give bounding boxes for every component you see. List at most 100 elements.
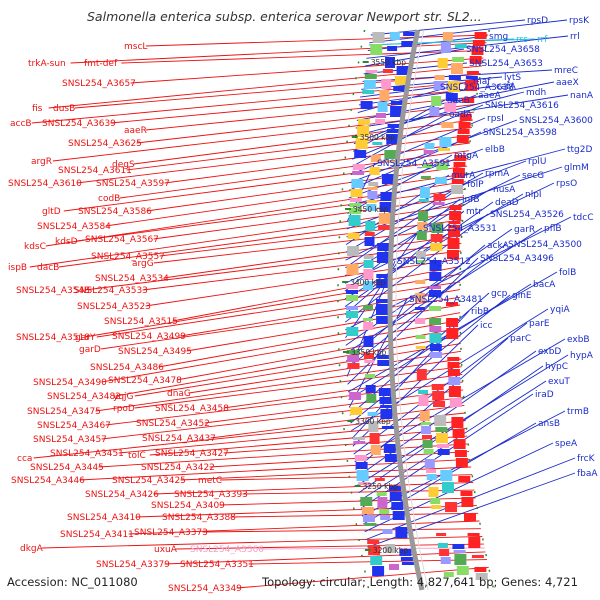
gene-label-right: ttg2D (567, 145, 592, 155)
feature-block (452, 544, 465, 549)
feature-block (391, 502, 404, 510)
feature-block (379, 509, 390, 514)
feature-block (346, 327, 359, 336)
feature-block (384, 454, 397, 462)
gene-label-left: rpoD (113, 404, 135, 414)
gene-label-left: SNSL254_A3625 (68, 139, 142, 149)
gene-label-right: glnE (512, 291, 532, 301)
gene-label-left: SNSL254_A3557 (91, 252, 165, 262)
feature-block (346, 311, 358, 318)
gene-label-right: SNSL254_A3531 (423, 224, 497, 234)
feature-block (370, 556, 383, 565)
feature-block (363, 269, 374, 280)
feature-block (453, 439, 466, 449)
feature-block (363, 260, 374, 268)
feature-block (453, 162, 466, 167)
feature-block (369, 433, 380, 444)
gene-label-left: dacB (37, 263, 59, 273)
gene-label-rna: rrs (516, 35, 528, 45)
feature-block (389, 492, 402, 501)
feature-block (365, 374, 375, 378)
feature-block (435, 427, 448, 432)
feature-block (403, 32, 416, 36)
feature-block (393, 86, 406, 91)
feature-block (415, 280, 426, 284)
gene-label-left: argR (31, 157, 52, 167)
gene-label-left: SNSL254_A3467 (37, 421, 111, 431)
feature-block (456, 566, 469, 575)
feature-block (437, 444, 450, 448)
leader-line-left (133, 119, 473, 165)
feature-block (376, 113, 386, 118)
gene-label-right: yqiA (550, 305, 571, 315)
leader-line-left (230, 512, 479, 518)
feature-block (377, 102, 388, 112)
feature-block (462, 98, 475, 103)
gene-label-left: uxuA (154, 545, 178, 555)
gene-label-right: SNSL254_A3496 (480, 254, 554, 264)
feature-block (367, 540, 380, 544)
feature-block (449, 211, 462, 220)
gene-label-left: SNSL254_A3425 (112, 476, 186, 486)
leader-line-left (119, 150, 469, 199)
feature-block (418, 211, 429, 221)
feature-block (366, 204, 377, 211)
leader-line-left (95, 358, 462, 412)
feature-block (459, 114, 472, 121)
feature-block (366, 394, 377, 403)
feature-block (370, 445, 381, 455)
feature-block (475, 573, 488, 580)
scale-label: 3400 kbp (350, 278, 386, 287)
feature-block (363, 322, 374, 330)
feature-block (418, 199, 429, 202)
gene-label-left: SNSL254_A3349 (168, 584, 242, 594)
gene-label-left: fis (32, 104, 43, 114)
feature-block (365, 221, 376, 231)
leader-line-left (84, 273, 461, 338)
feature-block (429, 306, 441, 311)
feature-block (364, 523, 377, 526)
gene-label-right: iraD (535, 390, 554, 400)
feature-block (376, 299, 388, 303)
gene-label-left: mscL (124, 42, 147, 52)
feature-block (448, 225, 461, 228)
gene-label-right: rpsD (527, 16, 548, 26)
feature-block (350, 407, 363, 415)
feature-block (370, 155, 381, 162)
gene-label-right: secG (522, 171, 544, 181)
feature-block (420, 422, 431, 425)
feature-block (346, 306, 358, 310)
gene-label-left: dusB (53, 104, 75, 114)
gene-label-left: SNSL254_A3409 (151, 501, 225, 511)
feature-block (422, 435, 432, 439)
gene-label-right: mtr (466, 207, 482, 217)
feature-block (429, 260, 442, 271)
feature-block (433, 194, 446, 201)
feature-block (376, 279, 389, 288)
feature-block (354, 455, 367, 461)
gene-label-left: SNSL254_A3482 (47, 392, 121, 402)
feature-block (346, 290, 358, 294)
feature-block (364, 232, 375, 236)
feature-block (461, 497, 474, 507)
gene-label-left: ispB (8, 263, 27, 273)
feature-block (364, 237, 375, 246)
gene-label-left: SNSL254_A3523 (77, 302, 151, 312)
leader-line-right (345, 228, 513, 346)
gene-label-left: codB (98, 194, 120, 204)
gene-label-right: fbaA (577, 469, 598, 479)
gene-label-right: rpsK (569, 16, 590, 26)
feature-block (432, 202, 445, 205)
feature-block (364, 353, 374, 359)
feature-block (454, 155, 467, 161)
gene-label-left: gltD (42, 207, 61, 217)
gene-label-left: aaeR (124, 126, 147, 136)
feature-block (433, 81, 444, 90)
feature-block (445, 502, 457, 512)
feature-block (428, 487, 439, 497)
feature-block (438, 148, 450, 151)
feature-block (451, 63, 463, 74)
feature-block (474, 567, 487, 572)
gene-label-right: ribB (471, 307, 489, 317)
